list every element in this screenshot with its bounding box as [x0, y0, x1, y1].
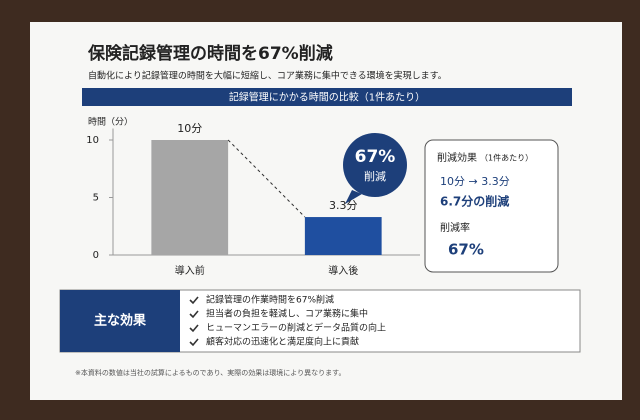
connector	[227, 139, 306, 218]
effect-item: 記録管理の作業時間を67%削減	[206, 294, 334, 306]
bar	[151, 140, 229, 255]
check-icon	[189, 338, 199, 347]
effects-header	[60, 290, 180, 352]
x-tick-label: 導入後	[328, 264, 358, 277]
value-label: 3.3分	[329, 199, 358, 212]
effect-item: 顧客対応の迅速化と満足度向上に貢献	[206, 336, 359, 348]
summary-rate-title: 削減率	[440, 221, 470, 234]
effects-list: 記録管理の作業時間を67%削減担当者の負担を軽減し、コア業務に集中ヒューマンエラ…	[189, 294, 386, 348]
check-icon	[189, 324, 199, 333]
y-tick-label: 10	[86, 135, 99, 146]
chart-title: 記録管理にかかる時間の比較（1件あたり）	[229, 91, 425, 104]
y-tick-label: 5	[93, 193, 99, 204]
summary-reduction: 6.7分の削減	[440, 194, 509, 209]
footnote: ※本資料の数値は当社の試算によるものであり、実際の効果は環境により異なります。	[75, 368, 345, 377]
effect-item: ヒューマンエラーの削減とデータ品質の向上	[206, 322, 386, 334]
chart-banner	[82, 88, 572, 106]
check-icon	[189, 310, 199, 319]
summary-rate: 67%	[448, 241, 484, 259]
badge-label: 削減	[364, 169, 386, 183]
title: 保険記録管理の時間を67%削減	[87, 43, 333, 64]
badge	[343, 133, 407, 197]
badge-tail	[345, 190, 362, 204]
bar	[304, 217, 382, 255]
check-icon	[189, 296, 199, 305]
summary-note: （1件あたり）	[480, 153, 533, 163]
badge-value: 67%	[355, 147, 396, 167]
y-tick-label: 0	[93, 250, 99, 261]
effects-title: 主な効果	[94, 313, 146, 329]
x-tick-label: 導入前	[175, 264, 205, 277]
summary-panel	[424, 139, 559, 273]
value-label: 10分	[177, 122, 202, 135]
summary-title: 削減効果	[437, 151, 477, 164]
subtitle: 自動化により記録管理の時間を大幅に短縮し、コア業務に集中できる環境を実現します。	[88, 70, 447, 82]
y-axis-label: 時間（分）	[88, 117, 133, 128]
effect-item: 担当者の負担を軽減し、コア業務に集中	[206, 308, 368, 320]
summary-change: 10分 → 3.3分	[440, 175, 510, 188]
